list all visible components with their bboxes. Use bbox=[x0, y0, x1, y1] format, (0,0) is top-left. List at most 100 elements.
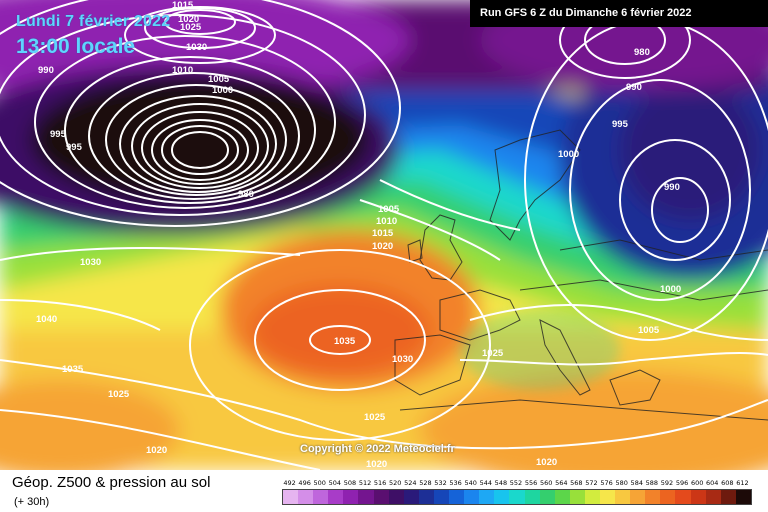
isobar-pressure-label: 995 bbox=[50, 129, 67, 140]
color-scale-swatch bbox=[720, 490, 736, 504]
color-scale-label: 532 bbox=[434, 479, 447, 487]
color-scale-swatch bbox=[569, 490, 585, 504]
isobar-pressure-label: 1015 bbox=[372, 228, 394, 239]
color-scale-swatch bbox=[705, 490, 721, 504]
color-scale-label: 560 bbox=[539, 479, 553, 487]
isobar-pressure-label: 1000 bbox=[212, 85, 233, 96]
isobars bbox=[0, 0, 768, 470]
product-title: Géop. Z500 & pression au sol bbox=[12, 474, 211, 491]
color-scale-label: 524 bbox=[404, 479, 417, 487]
color-scale-swatch bbox=[403, 490, 419, 504]
isobar-pressure-label: 995 bbox=[66, 142, 83, 153]
isobar-pressure-label: 995 bbox=[612, 119, 629, 130]
color-scale-label: 576 bbox=[600, 479, 613, 487]
isobar-pressure-label: 1020 bbox=[372, 241, 393, 252]
forecast-date: Lundi 7 février 2022 bbox=[16, 13, 171, 30]
color-scale-swatch bbox=[479, 490, 495, 504]
color-scale-label: 516 bbox=[373, 479, 387, 487]
color-scale-label: 604 bbox=[706, 479, 719, 487]
color-scale-swatch bbox=[283, 490, 299, 504]
isobar-pressure-label: 1020 bbox=[536, 457, 557, 468]
color-scale-swatch bbox=[615, 490, 631, 504]
isobar-pressure-label: 1025 bbox=[482, 348, 504, 359]
color-scale-label: 600 bbox=[690, 479, 704, 487]
color-scale-label: 552 bbox=[509, 479, 523, 487]
color-scale-swatch bbox=[388, 490, 404, 504]
color-scale-swatch bbox=[509, 490, 525, 504]
color-scale-label: 584 bbox=[630, 479, 643, 487]
color-scale-swatch bbox=[630, 490, 646, 504]
color-scale-label: 508 bbox=[343, 479, 357, 487]
isobar-pressure-label: 980 bbox=[238, 189, 254, 200]
isobar-pressure-label: 1020 bbox=[146, 445, 167, 456]
isobar-pressure-label: 1030 bbox=[392, 354, 413, 365]
color-scale-labels: 492 496 500 504 508 512 516 520 524 528 532 536 540 5… bbox=[282, 479, 750, 488]
color-scale-label: 592 bbox=[660, 479, 674, 487]
lead-time: (+ 30h) bbox=[14, 496, 50, 508]
color-scale-swatch bbox=[539, 490, 555, 504]
color-scale-label: 500 bbox=[313, 479, 326, 487]
color-scale-swatch bbox=[584, 490, 600, 504]
isobar-pressure-label: 1005 bbox=[378, 204, 400, 215]
isobar-pressure-label: 1025 bbox=[180, 22, 202, 33]
color-scale-label: 492 bbox=[283, 479, 296, 487]
isobar-pressure-label: 1005 bbox=[208, 74, 230, 85]
color-scale-label: 548 bbox=[494, 479, 508, 487]
color-scale-label: 588 bbox=[645, 479, 659, 487]
color-scale-label: 608 bbox=[721, 479, 734, 487]
isobar-pressure-label: 1020 bbox=[366, 459, 387, 470]
color-scale-swatch bbox=[675, 490, 691, 504]
isobar-pressure-label: 990 bbox=[38, 65, 54, 76]
color-scale-swatch bbox=[373, 490, 389, 504]
isobar-pressure-label: 990 bbox=[626, 82, 642, 93]
isobar-pressure-label: 1015 bbox=[172, 0, 194, 11]
color-scale-swatch bbox=[313, 490, 329, 504]
color-scale-label: 504 bbox=[328, 479, 342, 487]
isobar-pressure-label: 1030 bbox=[186, 42, 207, 53]
color-scale-label: 564 bbox=[555, 479, 568, 487]
color-scale-swatch bbox=[524, 490, 540, 504]
color-scale-swatch bbox=[328, 490, 344, 504]
isobar-pressure-label: 1005 bbox=[638, 325, 660, 336]
color-scale-label: 568 bbox=[570, 479, 583, 487]
color-scale-swatch bbox=[343, 490, 359, 504]
copyright-notice: Copyright © 2022 Meteociel.fr bbox=[300, 443, 455, 455]
color-scale-label: 496 bbox=[298, 479, 311, 487]
color-scale-swatch bbox=[298, 490, 314, 504]
isobar-pressure-label: 1020 bbox=[178, 14, 199, 25]
isobar-pressure-label: 1035 bbox=[62, 364, 84, 375]
isobar-pressure-label: 1040 bbox=[36, 314, 57, 325]
model-run-banner: Run GFS 6 Z du Dimanche 6 février 2022 bbox=[470, 0, 768, 27]
color-scale-swatch bbox=[599, 490, 616, 504]
color-scale-swatch bbox=[358, 490, 374, 504]
color-scale-label: 556 bbox=[524, 479, 538, 487]
isobar-pressure-label: 1000 bbox=[660, 284, 681, 295]
color-scale-label: 612 bbox=[736, 479, 749, 487]
color-scale-swatch bbox=[554, 490, 570, 504]
isobar-pressure-label: 1025 bbox=[364, 412, 386, 423]
color-scale-swatch bbox=[494, 490, 510, 504]
color-scale-label: 520 bbox=[389, 479, 402, 487]
isobar-pressure-label: 1000 bbox=[558, 149, 579, 160]
color-scale-swatch bbox=[433, 490, 450, 504]
legend-bar: Géop. Z500 & pression au sol (+ 30h) 492… bbox=[0, 470, 768, 512]
isobar-pressure-label: 1030 bbox=[80, 257, 101, 268]
color-scale-label: 580 bbox=[615, 479, 628, 487]
color-scale-label: 544 bbox=[479, 479, 493, 487]
color-scale-label: 536 bbox=[449, 479, 462, 487]
isobar-pressure-label: 1025 bbox=[108, 389, 130, 400]
color-scale-swatch bbox=[645, 490, 661, 504]
isobar-pressure-label: 1010 bbox=[376, 216, 397, 227]
color-scale-swatch bbox=[660, 490, 676, 504]
model-run-label: Run GFS 6 Z du Dimanche 6 février 2022 bbox=[480, 7, 692, 19]
color-scale-swatch bbox=[735, 490, 751, 504]
color-scale-swatch bbox=[690, 490, 706, 504]
color-scale-swatch bbox=[464, 490, 480, 504]
color-scale bbox=[282, 489, 752, 505]
color-scale-label: 540 bbox=[464, 479, 477, 487]
color-scale-label: 528 bbox=[419, 479, 432, 487]
color-scale-swatch bbox=[449, 490, 465, 504]
